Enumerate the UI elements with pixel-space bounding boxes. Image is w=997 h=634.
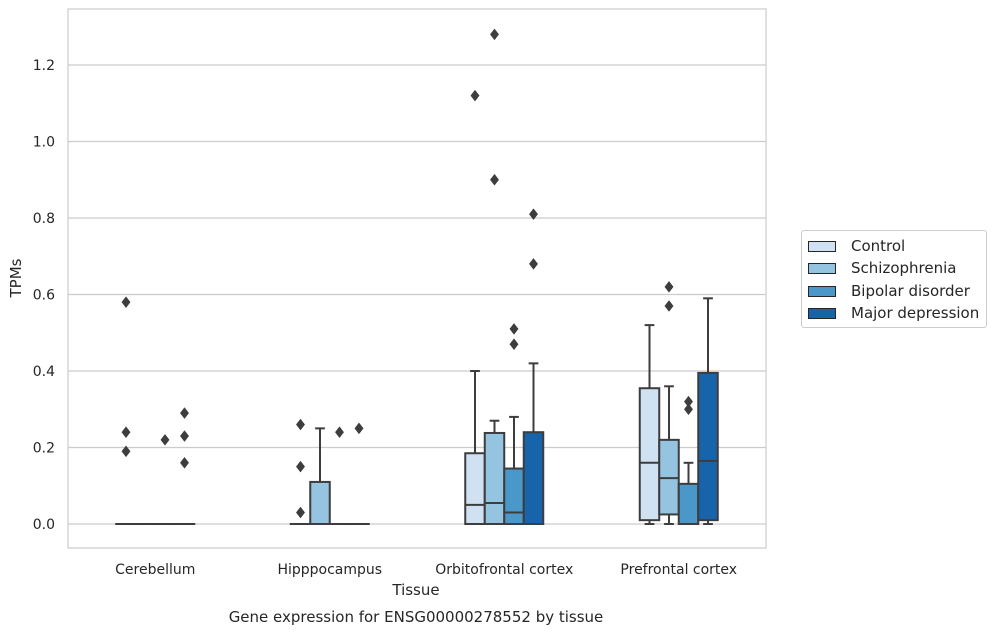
x-axis-label: Tissue [391, 581, 439, 599]
x-tick-label-prefrontal-cortex: Prefrontal cortex [620, 562, 737, 578]
outlier-control-hipppocampus-0 [295, 418, 306, 431]
y-axis-label: TPMs [7, 258, 25, 298]
y-tick-label-0-0: 0.0 [33, 517, 55, 533]
box-body-major-depression-prefrontal-cortex [697, 371, 719, 522]
outlier-bipolar-disorder-hipppocampus-0 [334, 426, 345, 439]
y-tick-label-1-0: 1.0 [33, 135, 55, 151]
box-major-depression-orbitofrontal-cortex [522, 208, 545, 526]
box-bipolar-disorder-prefrontal-cortex [677, 395, 700, 525]
legend: Control Schizophrenia Bipolar disorder M… [801, 230, 987, 328]
outlier-control-orbitofrontal-cortex-0 [470, 89, 480, 102]
outlier-major-depression-orbitofrontal-cortex-1 [528, 258, 539, 270]
outlier-control-cerebellum-1 [121, 426, 131, 439]
box-body-schizophrenia-hipppocampus [309, 480, 331, 525]
chart-caption: Gene expression for ENSG00000278552 by t… [229, 608, 604, 626]
legend-swatch-bipolar-disorder [808, 285, 836, 297]
outlier-control-hipppocampus-1 [295, 460, 306, 473]
legend-item-schizophrenia: Schizophrenia [808, 259, 956, 277]
boxes-layer [115, 28, 719, 526]
outlier-control-cerebellum-0 [121, 296, 131, 309]
y-tick-label-0-2: 0.2 [33, 441, 55, 457]
x-tick-label-hipppocampus: Hipppocampus [277, 562, 382, 578]
x-tick-labels: Cerebellum Hipppocampus Orbitofrontal cort… [115, 562, 737, 578]
legend-item-control: Control [808, 237, 905, 255]
outlier-bipolar-disorder-prefrontal-cortex-1 [683, 403, 694, 416]
box-control-hipppocampus [289, 418, 312, 526]
y-tick-label-0-8: 0.8 [33, 211, 55, 227]
outlier-schizophrenia-prefrontal-cortex-1 [664, 300, 674, 312]
legend-swatch-control [808, 240, 836, 252]
outlier-bipolar-disorder-orbitofrontal-cortex-0 [509, 323, 519, 335]
box-major-depression-cerebellum [173, 407, 196, 526]
legend-item-major-depression: Major depression [808, 304, 979, 322]
outlier-bipolar-disorder-cerebellum-0 [160, 433, 170, 446]
box-major-depression-prefrontal-cortex [697, 297, 719, 525]
box-control-prefrontal-cortex [638, 324, 661, 525]
outlier-schizophrenia-orbitofrontal-cortex-1 [489, 173, 500, 186]
outlier-control-hipppocampus-2 [295, 506, 306, 519]
x-tick-label-orbitofrontal-cortex: Orbitofrontal cortex [435, 562, 573, 578]
box-schizophrenia-hipppocampus [309, 427, 331, 525]
legend-swatch-major-depression [808, 307, 836, 319]
box-body-control-prefrontal-cortex [638, 387, 661, 522]
outlier-schizophrenia-orbitofrontal-cortex-0 [489, 28, 500, 41]
box-body-control-orbitofrontal-cortex [464, 452, 486, 525]
legend-label-major-depression: Major depression [851, 304, 980, 322]
legend-swatch-schizophrenia [808, 262, 836, 274]
box-schizophrenia-orbitofrontal-cortex [483, 28, 506, 525]
x-tick-label-cerebellum: Cerebellum [115, 562, 195, 578]
box-schizophrenia-prefrontal-cortex [658, 280, 680, 525]
box-bipolar-disorder-hipppocampus [328, 426, 351, 526]
legend-label-bipolar-disorder: Bipolar disorder [851, 282, 970, 300]
outlier-schizophrenia-prefrontal-cortex-0 [664, 280, 674, 293]
legend-label-schizophrenia: Schizophrenia [851, 259, 957, 277]
y-tick-label-1-2: 1.2 [33, 58, 55, 74]
y-tick-labels: 0.0 0.2 0.4 0.6 0.8 1.0 1.2 [33, 58, 55, 533]
outlier-major-depression-cerebellum-2 [179, 456, 190, 469]
plot-frame [67, 8, 767, 549]
box-bipolar-disorder-orbitofrontal-cortex [503, 323, 525, 526]
legend-item-bipolar-disorder: Bipolar disorder [808, 282, 970, 300]
y-tick-label-0-6: 0.6 [33, 288, 55, 304]
box-body-bipolar-disorder-orbitofrontal-cortex [503, 467, 525, 526]
outlier-major-depression-cerebellum-1 [179, 430, 190, 442]
box-body-schizophrenia-orbitofrontal-cortex [483, 431, 506, 525]
grid-layer [68, 64, 766, 525]
outlier-major-depression-hipppocampus-0 [354, 422, 364, 435]
box-major-depression-hipppocampus [348, 422, 370, 526]
y-tick-label-0-4: 0.4 [33, 364, 55, 380]
outlier-major-depression-cerebellum-0 [179, 407, 190, 419]
box-control-cerebellum [115, 296, 137, 526]
box-body-major-depression-orbitofrontal-cortex [522, 431, 545, 526]
outlier-major-depression-orbitofrontal-cortex-0 [528, 208, 539, 221]
box-control-orbitofrontal-cortex [464, 89, 486, 525]
outlier-bipolar-disorder-orbitofrontal-cortex-1 [509, 338, 519, 351]
legend-label-control: Control [851, 237, 906, 255]
box-body-bipolar-disorder-prefrontal-cortex [677, 482, 700, 525]
outlier-control-cerebellum-2 [121, 445, 131, 458]
